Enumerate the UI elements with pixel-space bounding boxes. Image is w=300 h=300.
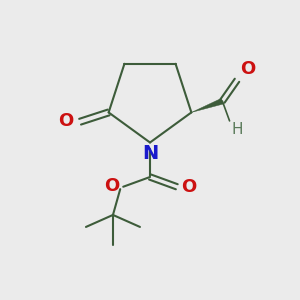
Text: O: O <box>241 60 256 78</box>
Polygon shape <box>191 98 224 112</box>
Text: N: N <box>142 144 158 163</box>
Text: H: H <box>232 122 244 137</box>
Text: O: O <box>58 112 74 130</box>
Text: O: O <box>181 178 196 196</box>
Text: O: O <box>104 177 119 195</box>
